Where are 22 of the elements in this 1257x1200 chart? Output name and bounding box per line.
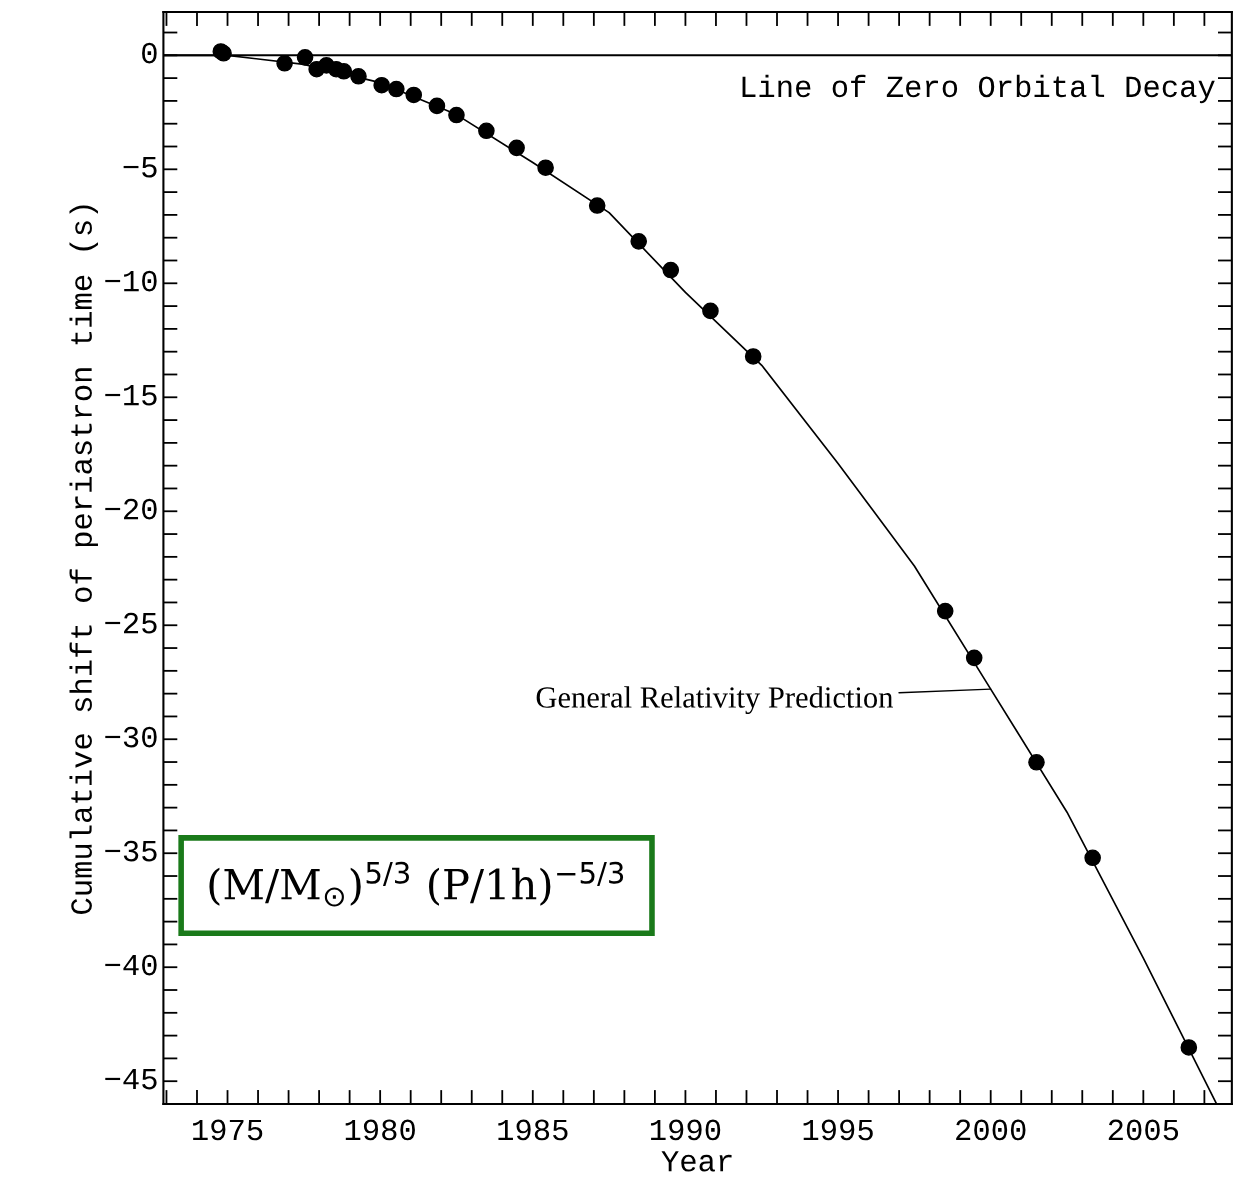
annotation: General Relativity Prediction bbox=[536, 686, 894, 715]
x-tick-label: 2005 bbox=[1108, 1119, 1179, 1141]
y-tick-label: −10 bbox=[105, 270, 157, 292]
x-tick-label: 1995 bbox=[803, 1119, 873, 1141]
legend-label: Line of Zero Orbital Decay bbox=[742, 74, 1215, 104]
y-tick-label: −30 bbox=[105, 726, 157, 748]
y-tick-label: −15 bbox=[105, 385, 157, 406]
annotation: (M/M$_{⊙}$)$^{5/3}$ (P/1h)$^{−5/3}$ bbox=[209, 861, 624, 907]
y-tick-label: −35 bbox=[105, 840, 157, 862]
y-tick-label: −40 bbox=[105, 954, 157, 976]
y-tick-label: −25 bbox=[105, 612, 157, 634]
x-tick-label: 2000 bbox=[956, 1119, 1026, 1141]
x-tick-label: 1980 bbox=[345, 1119, 415, 1141]
y-axis-title: Cumulative shift of periastron time (s) bbox=[69, 205, 98, 914]
y-tick-label: −5 bbox=[123, 157, 157, 178]
y-tick-label: −45 bbox=[105, 1068, 157, 1090]
y-tick-label: −20 bbox=[105, 498, 157, 520]
x-tick-label: 1985 bbox=[498, 1119, 568, 1141]
x-tick-label: 1975 bbox=[193, 1119, 263, 1141]
x-tick-label: 1990 bbox=[650, 1119, 721, 1141]
y-tick-label: 0 bbox=[142, 42, 157, 64]
x-axis-title: Year bbox=[661, 1151, 732, 1172]
